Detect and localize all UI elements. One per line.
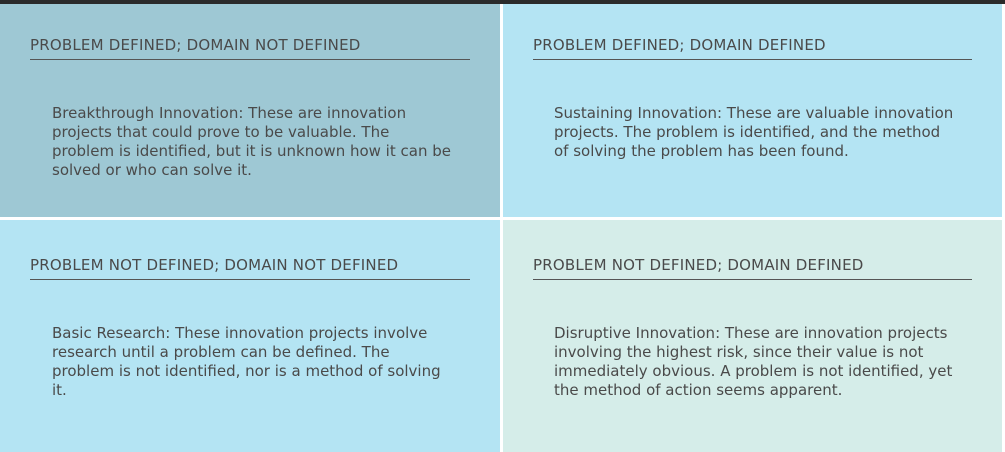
quadrant-sustaining-innovation: PROBLEM DEFINED; DOMAIN DEFINED Sustaini… bbox=[503, 4, 1002, 217]
quadrant-heading: PROBLEM NOT DEFINED; DOMAIN NOT DEFINED bbox=[30, 256, 399, 274]
heading-divider bbox=[30, 279, 470, 280]
quadrant-description: Disruptive Innovation: These are innovat… bbox=[554, 324, 953, 399]
quadrant-heading: PROBLEM NOT DEFINED; DOMAIN DEFINED bbox=[533, 256, 864, 274]
top-border bbox=[0, 0, 1005, 4]
quadrant-heading: PROBLEM DEFINED; DOMAIN NOT DEFINED bbox=[30, 36, 361, 54]
quadrant-basic-research: PROBLEM NOT DEFINED; DOMAIN NOT DEFINED … bbox=[0, 220, 500, 452]
quadrant-description: Breakthrough Innovation: These are innov… bbox=[52, 104, 451, 179]
innovation-matrix: PROBLEM DEFINED; DOMAIN NOT DEFINED Brea… bbox=[0, 4, 1005, 452]
quadrant-description: Basic Research: These innovation project… bbox=[52, 324, 441, 399]
quadrant-description: Sustaining Innovation: These are valuabl… bbox=[554, 104, 954, 160]
heading-divider bbox=[533, 279, 972, 280]
heading-divider bbox=[30, 59, 470, 60]
quadrant-breakthrough-innovation: PROBLEM DEFINED; DOMAIN NOT DEFINED Brea… bbox=[0, 4, 500, 217]
quadrant-heading: PROBLEM DEFINED; DOMAIN DEFINED bbox=[533, 36, 826, 54]
quadrant-disruptive-innovation: PROBLEM NOT DEFINED; DOMAIN DEFINED Disr… bbox=[503, 220, 1002, 452]
heading-divider bbox=[533, 59, 972, 60]
